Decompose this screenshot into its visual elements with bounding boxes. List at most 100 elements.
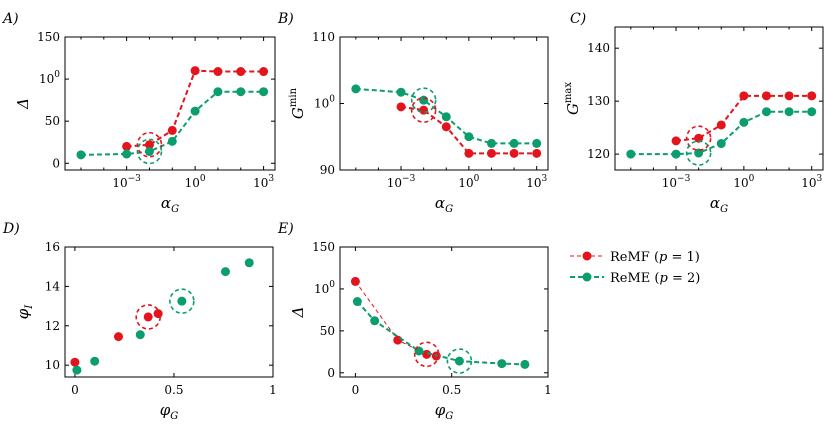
- point-remf: [739, 91, 749, 101]
- point-remf: [190, 66, 200, 76]
- point-reme: [532, 138, 542, 148]
- point-reme: [626, 149, 636, 159]
- point-remf: [167, 125, 177, 135]
- point-remf: [153, 309, 163, 319]
- panel-a: A) 10−3 100 103 0 50 100 150 αG Δ: [1, 11, 276, 215]
- x-tick-label: 103: [801, 174, 822, 190]
- y-tick-label: 120: [587, 147, 610, 161]
- y-tick-label: 90: [320, 163, 335, 177]
- x-tick-label: 100: [458, 174, 479, 190]
- highlight-circle-remf: [413, 341, 440, 368]
- plot-frame: [339, 246, 549, 378]
- point-reme: [497, 359, 507, 369]
- x-axis-label: φG: [435, 401, 454, 422]
- point-remf: [532, 148, 542, 158]
- x-axis-label: φG: [160, 401, 179, 422]
- plot-frame: [64, 246, 274, 378]
- y-tick-label: 10: [45, 358, 60, 372]
- x-axis-label: αG: [161, 194, 179, 215]
- y-tick-label: 100: [39, 70, 60, 86]
- y-tick-label: 130: [587, 94, 610, 108]
- y-axis-label: Gmin: [288, 87, 307, 119]
- point-reme: [76, 150, 86, 160]
- point-reme: [177, 296, 187, 306]
- highlight-circle-reme: [169, 288, 195, 314]
- x-tick-label: 10−3: [387, 174, 416, 190]
- panel-label: E): [277, 221, 294, 237]
- point-reme: [135, 330, 145, 340]
- x-axis-label: αG: [435, 194, 453, 215]
- point-reme: [259, 87, 269, 97]
- y-tick-label: 150: [37, 30, 60, 44]
- y-axis-label: Δ: [14, 98, 32, 110]
- panel-label: C): [570, 11, 586, 27]
- y-axis-label: Gmax: [563, 82, 582, 115]
- point-reme: [220, 267, 230, 277]
- point-remf: [486, 148, 496, 158]
- point-remf: [350, 276, 360, 286]
- y-tick-label: 140: [587, 41, 610, 55]
- point-reme: [739, 117, 749, 127]
- point-reme: [352, 297, 362, 307]
- plot-frame: [64, 36, 276, 171]
- point-reme: [807, 107, 817, 117]
- x-tick-label: 0: [352, 383, 360, 397]
- point-remf: [393, 335, 403, 345]
- point-remf: [236, 67, 246, 77]
- x-tick-label: 10−3: [662, 174, 691, 190]
- point-reme: [464, 132, 474, 142]
- point-reme: [761, 107, 771, 117]
- point-reme: [72, 365, 82, 375]
- y-tick-label: 100: [314, 280, 335, 296]
- panel-c: C) 10−3 100 103 120 130 140 αG Gmax: [563, 11, 824, 215]
- point-reme: [144, 146, 154, 156]
- point-reme: [486, 138, 496, 148]
- series-line-remf: [355, 281, 437, 357]
- point-reme: [236, 87, 246, 97]
- x-tick-label: 0.5: [164, 383, 183, 397]
- highlight-circle-remf: [136, 131, 163, 158]
- x-axis-label: αG: [710, 194, 728, 215]
- legend: ReMF (p = 1) ReME (p = 2): [570, 250, 700, 286]
- point-remf: [259, 67, 269, 77]
- panel-b: B) 10−3 100 103 90 100 110 αG Gmin: [277, 11, 549, 215]
- x-tick-label: 10−3: [112, 174, 141, 190]
- point-reme: [454, 356, 464, 366]
- panel-label: B): [277, 11, 294, 27]
- point-reme: [190, 106, 200, 116]
- point-reme: [167, 136, 177, 146]
- y-axis-label: Δ: [289, 307, 307, 319]
- x-tick-label: 0: [71, 383, 79, 397]
- panel-e: E) 0 0.5 1 0 50 100 150 φG Δ: [277, 221, 552, 422]
- y-tick-label: 16: [45, 240, 60, 254]
- point-reme: [419, 95, 429, 105]
- point-reme: [520, 359, 530, 369]
- x-tick-label: 1: [269, 383, 277, 397]
- y-tick-label: 100: [314, 95, 335, 111]
- point-remf: [509, 148, 519, 158]
- highlight-circle-reme: [446, 348, 473, 374]
- legend-label-remf: ReMF (p = 1): [610, 250, 700, 265]
- point-reme: [90, 356, 100, 366]
- point-reme: [244, 258, 254, 268]
- y-tick-label: 150: [312, 240, 335, 254]
- panel-d: D) 0 0.5 1 10 12 14 16 φG φI: [2, 221, 277, 422]
- point-reme: [716, 139, 726, 149]
- point-remf: [761, 91, 771, 101]
- point-remf: [671, 136, 681, 146]
- point-reme: [370, 316, 380, 326]
- y-tick-label: 50: [45, 114, 60, 128]
- point-reme: [122, 149, 132, 159]
- y-tick-label: 0: [52, 156, 60, 170]
- legend-marker-remf: [582, 251, 592, 261]
- x-tick-label: 103: [253, 174, 274, 190]
- point-remf: [70, 357, 80, 367]
- point-remf: [419, 105, 429, 115]
- point-reme: [213, 87, 223, 97]
- panel-label: A): [1, 11, 19, 27]
- point-reme: [784, 107, 794, 117]
- y-tick-label: 14: [45, 279, 61, 293]
- point-remf: [441, 122, 451, 132]
- legend-label-reme: ReME (p = 2): [610, 271, 700, 286]
- point-remf: [784, 91, 794, 101]
